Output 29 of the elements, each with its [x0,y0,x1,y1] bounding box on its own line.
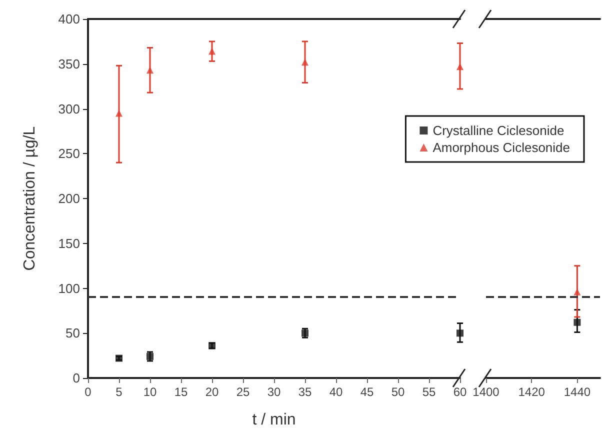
x-tick-label: 15 [174,385,188,399]
x-tick-label: 50 [391,385,405,399]
y-tick-label: 50 [66,326,80,341]
x-tick-label: 30 [267,385,281,399]
y-tick-label: 250 [58,146,80,162]
x-tick-label: 1440 [564,385,591,399]
x-tick-label: 0 [84,385,92,399]
y-tick-label: 300 [58,101,80,116]
x-tick-label: 55 [422,385,436,399]
y-tick-label: 100 [58,280,80,296]
x-tick-label: 20 [205,385,219,399]
y-axis-title: Concentration / µg/L [22,126,38,271]
x-tick-label: 60 [453,385,467,399]
x-tick-label: 40 [329,385,343,399]
x-tick-label: 25 [236,385,250,399]
y-tick-label: 350 [58,56,80,72]
x-tick-label: 10 [143,385,157,399]
x-tick-label: 35 [298,385,312,399]
y-tick-label: 200 [58,191,80,206]
x-tick-label: 1400 [472,385,500,399]
x-tick-label: 1420 [518,385,546,399]
x-tick-label: 5 [116,385,123,399]
x-tick-label: 45 [360,385,374,399]
y-tick-label: 0 [72,370,80,386]
y-tick-label: 150 [58,236,80,251]
x-axis-title: t / min [252,412,296,428]
y-tick-label: 400 [58,12,80,26]
legend-label: Crystalline Ciclesonide [432,123,564,138]
legend-label: Amorphous Ciclesonide [432,140,570,155]
